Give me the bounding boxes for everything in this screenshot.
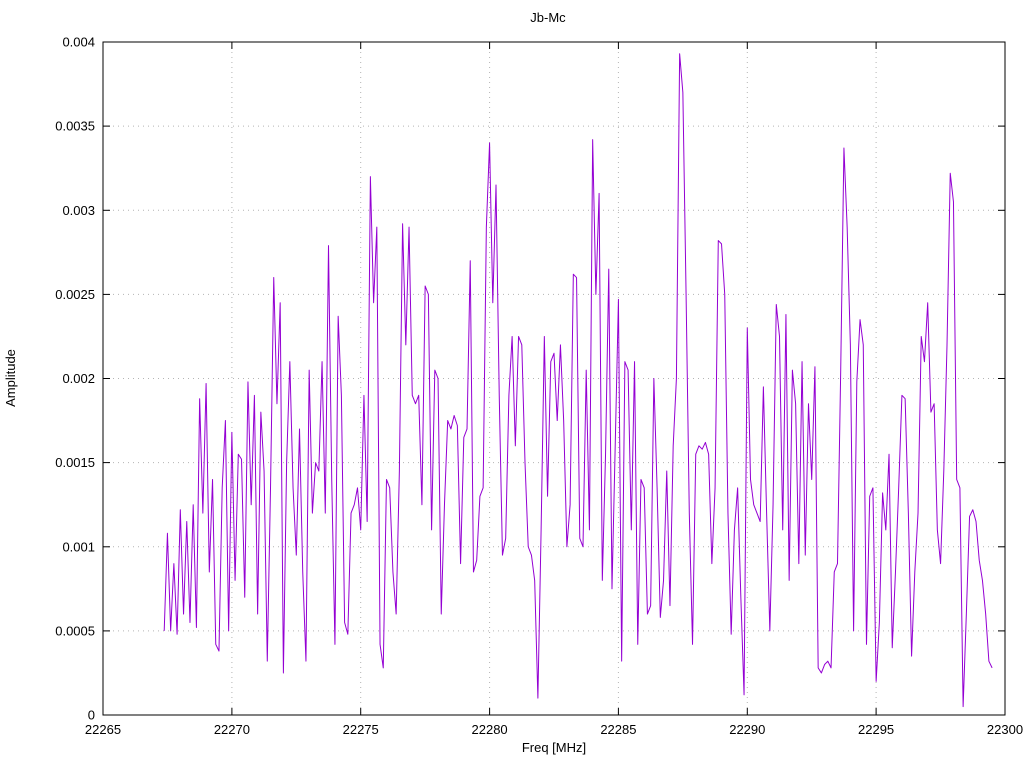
grid-lines: [102, 41, 1006, 716]
spectrum-line: [163, 53, 993, 708]
x-tick-label: 22280: [472, 722, 508, 737]
y-tick-label: 0: [88, 708, 95, 723]
x-tick-label: 22265: [85, 722, 121, 737]
y-tick-label: 0.0015: [55, 455, 95, 470]
x-tick-label: 22300: [987, 722, 1023, 737]
y-tick-label: 0.001: [62, 539, 95, 554]
y-axis-label: Amplitude: [3, 349, 18, 407]
axis-ticks: [102, 41, 1006, 716]
data-series: [163, 53, 993, 708]
tick-labels: 22265 22270 22275 22280 22285 22290 22295 22300…: [55, 35, 1023, 738]
x-tick-label: 22290: [729, 722, 765, 737]
y-tick-label: 0.004: [62, 35, 95, 50]
y-tick-label: 0.0025: [55, 287, 95, 302]
x-tick-label: 22275: [343, 722, 379, 737]
x-tick-label: 22285: [600, 722, 636, 737]
x-axis-label: Freq [MHz]: [522, 740, 586, 755]
y-tick-label: 0.0005: [55, 623, 95, 638]
x-tick-label: 22270: [214, 722, 250, 737]
y-tick-label: 0.003: [62, 203, 95, 218]
y-tick-label: 0.002: [62, 371, 95, 386]
y-tick-label: 0.0035: [55, 119, 95, 134]
chart-title: Jb-Mc: [530, 10, 566, 25]
x-tick-label: 22295: [858, 722, 894, 737]
